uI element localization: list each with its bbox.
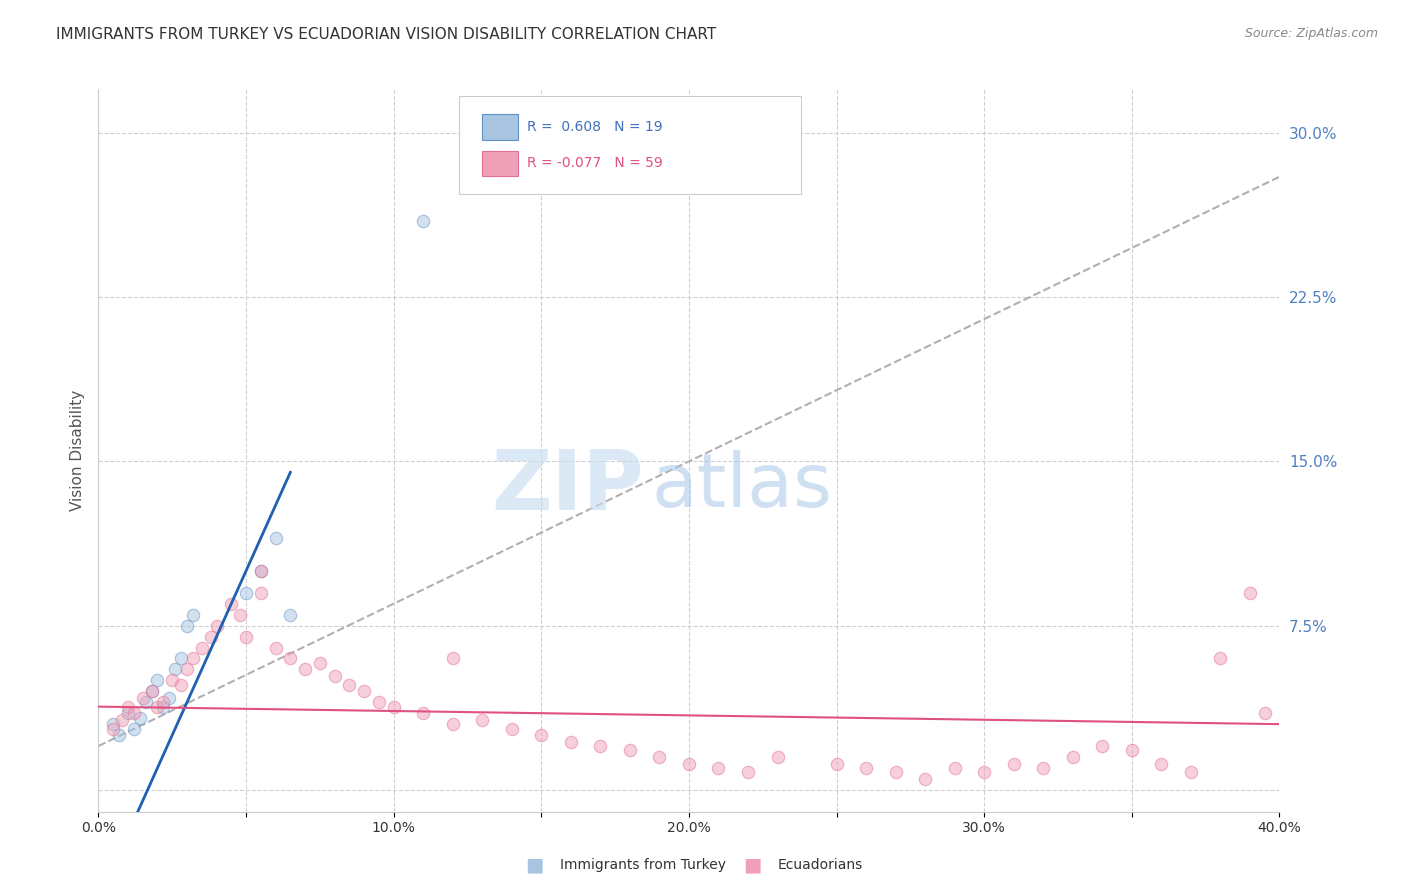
Point xyxy=(825,756,848,771)
FancyBboxPatch shape xyxy=(482,151,517,176)
Point xyxy=(250,564,273,578)
Point xyxy=(914,772,936,786)
Text: IMMIGRANTS FROM TURKEY VS ECUADORIAN VISION DISABILITY CORRELATION CHART: IMMIGRANTS FROM TURKEY VS ECUADORIAN VIS… xyxy=(56,27,717,42)
Point xyxy=(1150,756,1173,771)
Point xyxy=(353,684,375,698)
Point xyxy=(737,765,759,780)
Point xyxy=(501,722,523,736)
Point xyxy=(191,640,214,655)
Point xyxy=(122,722,145,736)
Point xyxy=(766,750,789,764)
Text: ZIP: ZIP xyxy=(492,446,644,527)
Point xyxy=(1002,756,1025,771)
Point xyxy=(412,706,434,721)
Point xyxy=(412,213,434,227)
Point xyxy=(235,630,257,644)
Point xyxy=(678,756,700,771)
Point xyxy=(146,673,169,688)
Point xyxy=(117,699,139,714)
Point xyxy=(176,662,198,676)
Point xyxy=(280,607,302,622)
Point xyxy=(1121,743,1143,757)
Point xyxy=(170,651,193,665)
Point xyxy=(111,713,134,727)
Point xyxy=(294,662,316,676)
Point xyxy=(146,699,169,714)
Point xyxy=(250,564,273,578)
Point xyxy=(165,662,187,676)
Point xyxy=(619,743,641,757)
Point xyxy=(152,695,174,709)
Point xyxy=(1091,739,1114,753)
Point xyxy=(560,734,582,748)
Point xyxy=(1239,586,1261,600)
Point xyxy=(229,607,252,622)
Point xyxy=(176,618,198,632)
Text: Source: ZipAtlas.com: Source: ZipAtlas.com xyxy=(1244,27,1378,40)
Point xyxy=(235,586,257,600)
Text: ■: ■ xyxy=(742,855,762,875)
Point xyxy=(1180,765,1202,780)
Point xyxy=(1209,651,1232,665)
Point xyxy=(141,684,163,698)
Text: R = -0.077   N = 59: R = -0.077 N = 59 xyxy=(527,156,662,169)
Text: Immigrants from Turkey: Immigrants from Turkey xyxy=(560,858,725,872)
Point xyxy=(339,678,361,692)
Point xyxy=(943,761,966,775)
Point xyxy=(181,651,204,665)
Point xyxy=(1032,761,1054,775)
Text: atlas: atlas xyxy=(651,450,832,523)
Point xyxy=(368,695,391,709)
Point xyxy=(441,717,464,731)
Point xyxy=(200,630,222,644)
Point xyxy=(648,750,671,764)
Point xyxy=(181,607,204,622)
Point xyxy=(128,710,150,724)
Point xyxy=(264,640,287,655)
Point xyxy=(323,669,346,683)
Point xyxy=(205,618,228,632)
Point xyxy=(1254,706,1277,721)
Text: R =  0.608   N = 19: R = 0.608 N = 19 xyxy=(527,120,662,134)
Point xyxy=(103,722,125,736)
Point xyxy=(135,695,157,709)
Point xyxy=(162,673,183,688)
Point xyxy=(170,678,193,692)
FancyBboxPatch shape xyxy=(482,114,517,140)
Point xyxy=(589,739,612,753)
Point xyxy=(264,531,287,545)
Point xyxy=(221,597,243,611)
Point xyxy=(280,651,302,665)
Point xyxy=(471,713,494,727)
FancyBboxPatch shape xyxy=(458,96,801,194)
Point xyxy=(382,699,405,714)
Point xyxy=(141,684,163,698)
Point xyxy=(973,765,995,780)
Point xyxy=(122,706,145,721)
Point xyxy=(1062,750,1084,764)
Point xyxy=(309,656,332,670)
Y-axis label: Vision Disability: Vision Disability xyxy=(69,390,84,511)
Point xyxy=(108,728,131,742)
Point xyxy=(117,706,139,721)
Point xyxy=(250,586,273,600)
Point xyxy=(103,717,125,731)
Point xyxy=(152,699,174,714)
Point xyxy=(884,765,907,780)
Point xyxy=(157,690,180,705)
Point xyxy=(132,690,155,705)
Text: ■: ■ xyxy=(524,855,544,875)
Text: Ecuadorians: Ecuadorians xyxy=(778,858,863,872)
Point xyxy=(530,728,553,742)
Point xyxy=(707,761,730,775)
Point xyxy=(855,761,877,775)
Point xyxy=(441,651,464,665)
